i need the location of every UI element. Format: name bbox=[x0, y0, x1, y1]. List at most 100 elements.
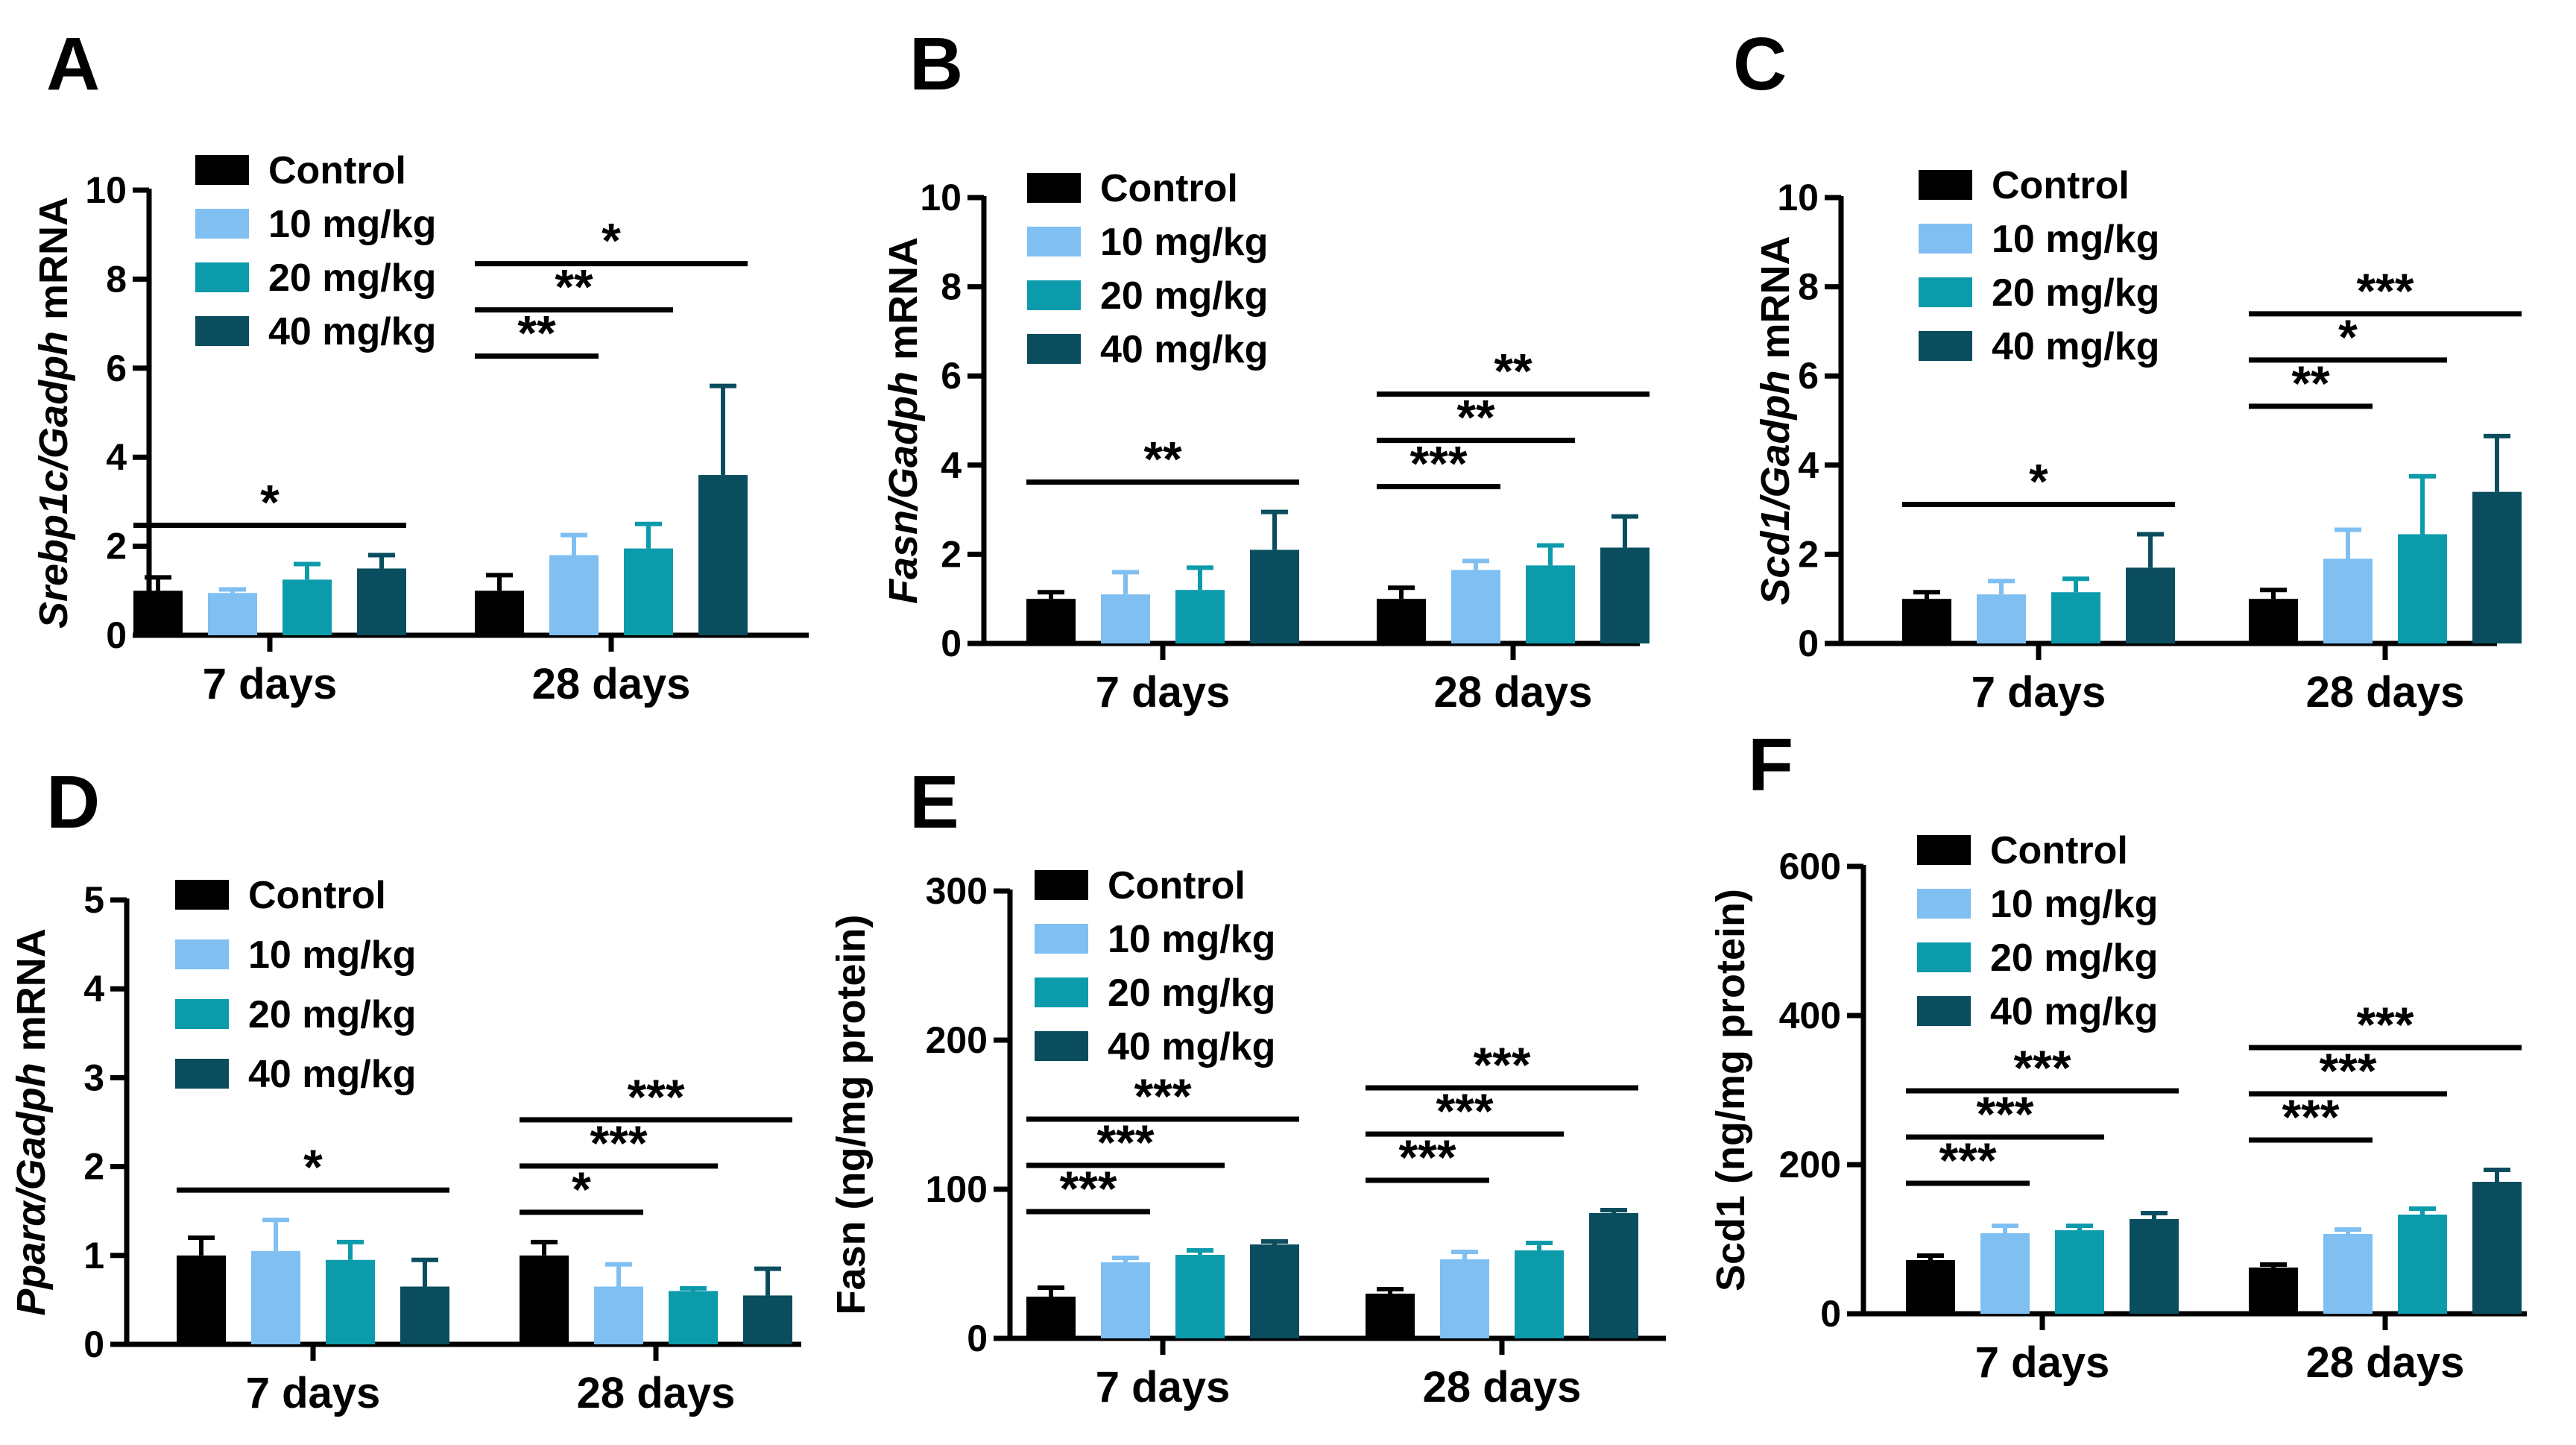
y-tick-label: 4 bbox=[83, 968, 104, 1010]
legend-label: 10 mg/kg bbox=[1990, 883, 2158, 926]
y-tick-label: 4 bbox=[1798, 444, 1819, 486]
significance-label: ** bbox=[1456, 390, 1495, 445]
y-axis-label-part: mRNA bbox=[881, 237, 926, 371]
bar-10-mg-kg bbox=[1440, 1259, 1489, 1338]
x-category-label: 7 days bbox=[246, 1369, 381, 1417]
y-axis-label: Pparα/Gadph mRNA bbox=[9, 928, 54, 1316]
significance-label: *** bbox=[1939, 1133, 1996, 1188]
y-tick-label: 600 bbox=[1779, 846, 1841, 887]
significance-label: *** bbox=[1134, 1068, 1191, 1124]
bar-40-mg-kg bbox=[1589, 1213, 1638, 1338]
y-tick-label: 10 bbox=[85, 169, 127, 211]
y-axis-label: Fasn (ng/mg protein) bbox=[829, 915, 874, 1315]
bar-40-mg-kg bbox=[743, 1295, 792, 1344]
y-tick-label: 0 bbox=[106, 614, 127, 656]
legend-label: Control bbox=[248, 874, 386, 917]
x-category-label: 28 days bbox=[532, 660, 691, 708]
legend-swatch bbox=[1917, 889, 1971, 919]
significance-label: *** bbox=[1409, 436, 1467, 491]
y-tick-label: 10 bbox=[920, 177, 962, 218]
legend-swatch bbox=[195, 316, 249, 346]
bar-10-mg-kg bbox=[251, 1250, 300, 1344]
legend-swatch bbox=[175, 880, 229, 910]
legend-swatch bbox=[1035, 870, 1088, 900]
legend-swatch bbox=[1027, 334, 1081, 364]
y-axis-label-part: mRNA bbox=[31, 197, 76, 331]
bar-10-mg-kg bbox=[208, 593, 257, 635]
bar-control bbox=[1902, 599, 1951, 643]
legend-swatch bbox=[1919, 170, 1972, 200]
bar-40-mg-kg bbox=[1250, 550, 1299, 643]
y-tick-label: 4 bbox=[106, 436, 127, 478]
y-tick-label: 400 bbox=[1779, 995, 1841, 1036]
bar-control bbox=[1366, 1294, 1415, 1338]
y-tick-label: 8 bbox=[1798, 266, 1819, 308]
significance-label: * bbox=[572, 1162, 591, 1217]
legend-label: 40 mg/kg bbox=[1990, 990, 2158, 1033]
legend-label: Control bbox=[1992, 164, 2130, 207]
chart-panel-a: A 0 2 4 6 8 10 7 days 28 days Srebp1c/Gadph mRNA *… bbox=[31, 22, 809, 708]
legend-swatch bbox=[1917, 996, 1971, 1026]
bar-20-mg-kg bbox=[2051, 592, 2100, 643]
bar-control bbox=[2249, 599, 2298, 643]
legend-swatch bbox=[1919, 331, 1972, 361]
significance-label: ** bbox=[1143, 432, 1182, 487]
significance-label: * bbox=[260, 475, 280, 530]
y-tick-label: 8 bbox=[106, 258, 127, 300]
y-tick-label: 6 bbox=[941, 355, 962, 397]
significance-label: *** bbox=[1473, 1037, 1530, 1092]
legend-swatch bbox=[1027, 173, 1081, 203]
legend-label: 40 mg/kg bbox=[248, 1053, 416, 1096]
y-tick-label: 10 bbox=[1777, 177, 1819, 218]
y-axis-label-part: Scd1/Gadph bbox=[1753, 370, 1798, 605]
bar-20-mg-kg bbox=[2055, 1230, 2104, 1314]
significance-label: *** bbox=[2319, 1043, 2376, 1098]
significance-label: ** bbox=[517, 306, 556, 361]
legend-label: Control bbox=[1108, 864, 1246, 907]
legend-label: 20 mg/kg bbox=[268, 256, 436, 300]
bar-control bbox=[1906, 1260, 1955, 1314]
y-axis-label-part: Pparα/Gadph bbox=[9, 1062, 54, 1316]
legend-label: 40 mg/kg bbox=[1100, 328, 1268, 371]
y-axis-label-part: Srebp1c/Gadph bbox=[31, 331, 76, 629]
significance-label: *** bbox=[2282, 1089, 2339, 1145]
legend-label: Control bbox=[268, 149, 406, 192]
bar-20-mg-kg bbox=[1175, 590, 1225, 643]
bar-control bbox=[1026, 1297, 1076, 1338]
x-category-label: 28 days bbox=[577, 1369, 736, 1417]
legend-label: Control bbox=[1990, 829, 2128, 872]
chart-panel-e: E 0 100 200 300 7 days 28 days Fasn (ng/mg prot… bbox=[829, 761, 1666, 1411]
y-tick-label: 8 bbox=[941, 266, 962, 308]
legend-label: 20 mg/kg bbox=[248, 993, 416, 1036]
legend-label: Control bbox=[1100, 167, 1238, 210]
legend-label: 20 mg/kg bbox=[1990, 936, 2158, 980]
x-category-label: 28 days bbox=[1423, 1363, 1582, 1411]
bar-40-mg-kg bbox=[1250, 1244, 1299, 1338]
legend-label: 20 mg/kg bbox=[1992, 271, 2159, 315]
y-axis-label-part: mRNA bbox=[9, 928, 54, 1062]
significance-label: *** bbox=[1398, 1130, 1456, 1185]
bar-10-mg-kg bbox=[1101, 594, 1150, 643]
bar-40-mg-kg bbox=[1600, 547, 1650, 643]
significance-label: * bbox=[303, 1139, 323, 1194]
significance-label: ** bbox=[2291, 356, 2330, 411]
significance-label: * bbox=[602, 213, 621, 268]
legend-swatch bbox=[1919, 277, 1972, 307]
y-axis-label-part: Fasn (ng/mg protein) bbox=[829, 915, 874, 1315]
legend-swatch bbox=[175, 1059, 229, 1089]
bar-20-mg-kg bbox=[2398, 1215, 2447, 1314]
panel-letter: A bbox=[46, 22, 100, 106]
legend-swatch bbox=[1035, 924, 1088, 954]
bar-20-mg-kg bbox=[326, 1259, 375, 1344]
x-category-label: 7 days bbox=[1096, 1363, 1231, 1411]
y-tick-label: 2 bbox=[83, 1146, 104, 1188]
legend-label: 40 mg/kg bbox=[1108, 1025, 1275, 1068]
y-tick-label: 2 bbox=[106, 526, 127, 567]
bar-40-mg-kg bbox=[400, 1286, 449, 1344]
significance-label: * bbox=[2029, 453, 2048, 509]
bar-40-mg-kg bbox=[2130, 1219, 2179, 1314]
bar-control bbox=[133, 591, 183, 635]
significance-label: *** bbox=[1059, 1161, 1117, 1216]
legend-label: 40 mg/kg bbox=[268, 310, 436, 353]
